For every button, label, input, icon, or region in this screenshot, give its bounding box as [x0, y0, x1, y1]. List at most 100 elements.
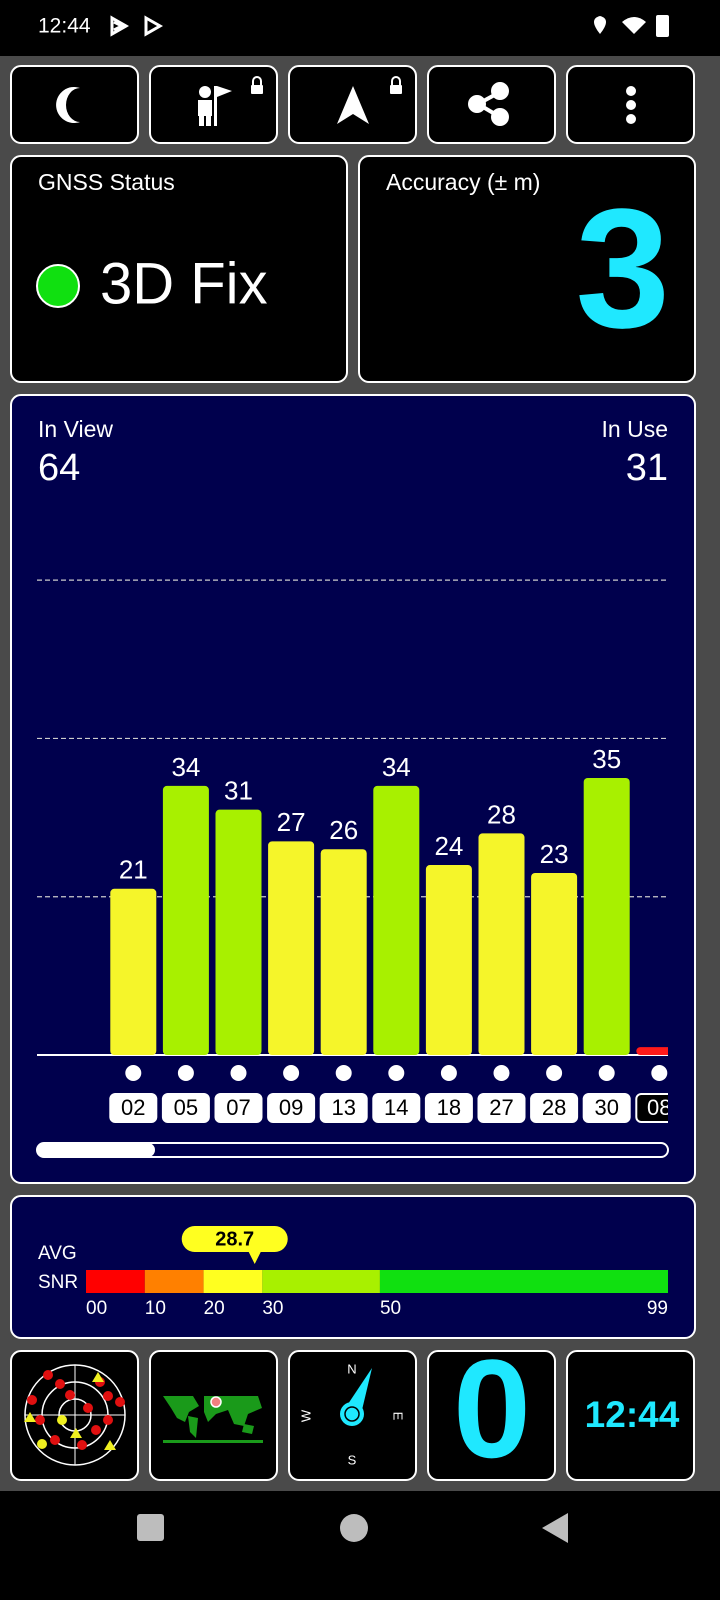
x-tick-label: 09 — [279, 1095, 303, 1120]
satellite-id-box — [477, 1093, 526, 1123]
nav-bar — [0, 1491, 720, 1600]
used-indicator — [493, 1065, 510, 1081]
world-map — [163, 1396, 263, 1443]
value-label: 26 — [329, 815, 358, 845]
value-label: 28 — [487, 799, 516, 829]
play-icon — [110, 15, 130, 37]
value-label: 31 — [224, 776, 253, 806]
gauge-tick-label: 00 — [86, 1298, 107, 1319]
x-tick-label: 14 — [384, 1095, 408, 1120]
gauge-segment — [86, 1270, 145, 1293]
bar — [268, 841, 315, 1055]
satellite-id-box — [582, 1093, 631, 1123]
toolbar — [10, 65, 695, 144]
gauge-segment — [262, 1270, 380, 1293]
value-label: 21 — [119, 855, 148, 885]
in-use-label: In Use — [602, 416, 668, 442]
compass-needle — [340, 1368, 372, 1426]
back-button[interactable] — [542, 1513, 568, 1543]
bar — [425, 865, 472, 1055]
gauge-tick-label: 50 — [380, 1298, 401, 1319]
x-tick-label: 27 — [489, 1095, 513, 1120]
value-label: 35 — [592, 744, 621, 774]
satellite-id-box — [635, 1093, 668, 1123]
gauge-segment — [144, 1270, 204, 1293]
used-indicator — [335, 1065, 352, 1081]
x-tick-label: 30 — [594, 1095, 618, 1120]
gauge-value: 28.7 — [215, 1228, 254, 1250]
gauge-label: SNR — [38, 1272, 78, 1293]
gauge-tick-label: 30 — [262, 1298, 283, 1319]
used-indicator — [283, 1065, 300, 1081]
x-tick-label: 18 — [437, 1095, 461, 1120]
in-use-count: 31 — [626, 447, 668, 489]
x-tick-label: 13 — [331, 1095, 355, 1120]
arrow-icon — [337, 76, 402, 124]
speed-value: 0 — [453, 1330, 531, 1487]
bar — [636, 1047, 668, 1055]
x-tick-label: 02 — [121, 1095, 145, 1120]
used-indicator — [388, 1065, 405, 1081]
bar — [373, 785, 420, 1055]
scroll-thumb[interactable] — [37, 1143, 155, 1157]
gauge-segment — [203, 1270, 263, 1293]
satellite-id-box — [109, 1093, 158, 1123]
value-label: 27 — [277, 807, 306, 837]
gauge-label: AVG — [38, 1243, 77, 1264]
fix-status: 3D Fix — [100, 251, 268, 316]
wifi-icon — [622, 17, 646, 34]
used-indicator — [230, 1065, 247, 1081]
bar — [162, 785, 209, 1055]
bar — [320, 849, 367, 1055]
status-time: 12:44 — [38, 15, 91, 38]
accuracy-value: 3 — [575, 174, 670, 364]
share-button[interactable] — [427, 65, 556, 144]
accuracy-panel — [358, 155, 696, 383]
used-indicator — [440, 1065, 457, 1081]
sky-plot — [24, 1364, 126, 1466]
in-view-label: In View — [38, 416, 113, 442]
bar — [478, 833, 525, 1055]
used-indicator — [546, 1065, 563, 1081]
used-indicator — [125, 1065, 142, 1081]
used-indicator — [177, 1065, 194, 1081]
share-icon — [468, 82, 509, 126]
clock-time: 12:44 — [585, 1394, 680, 1435]
markers-button[interactable] — [149, 65, 278, 144]
gauge-pointer — [181, 1226, 288, 1264]
recents-button[interactable] — [137, 1514, 164, 1541]
compass-east: E — [391, 1412, 406, 1421]
in-view-count: 64 — [38, 447, 80, 489]
satellite-id-box — [319, 1093, 368, 1123]
x-tick-label: 28 — [542, 1095, 566, 1120]
value-label: 23 — [540, 839, 569, 869]
panel-title: Accuracy (± m) — [386, 169, 540, 195]
compass-north: N — [347, 1361, 356, 1376]
play-icon — [144, 15, 164, 37]
x-tick-label: 08 — [647, 1095, 671, 1120]
gauge-tick-label: 20 — [204, 1298, 225, 1319]
home-button[interactable] — [340, 1514, 368, 1542]
compass-south: S — [348, 1452, 357, 1467]
snr-chart: 21 02 34 05 31 07 27 09 26 13 34 14 24 18 28 27 23 28 35 30… — [37, 579, 671, 1123]
snr-panel — [10, 1195, 696, 1339]
clock-tile[interactable] — [566, 1350, 695, 1481]
value-label: 24 — [434, 831, 463, 861]
gnss-status-panel — [10, 155, 348, 383]
satellite-id-box — [267, 1093, 316, 1123]
x-tick-label: 07 — [226, 1095, 250, 1120]
fix-indicator — [36, 264, 80, 308]
bar — [583, 778, 630, 1055]
satellite-id-box — [530, 1093, 579, 1123]
value-label: 34 — [382, 752, 411, 782]
gauge-tick-label: 99 — [647, 1298, 668, 1319]
bar — [531, 872, 578, 1055]
used-indicator — [598, 1065, 615, 1081]
satellite-id-box — [424, 1093, 473, 1123]
night-mode-button[interactable] — [10, 65, 139, 144]
menu-icon — [626, 86, 636, 124]
speed-tile[interactable] — [427, 1350, 556, 1481]
gauge-tick-label: 10 — [145, 1298, 166, 1319]
status-bar — [0, 0, 720, 56]
compass-west: W — [298, 1409, 313, 1422]
